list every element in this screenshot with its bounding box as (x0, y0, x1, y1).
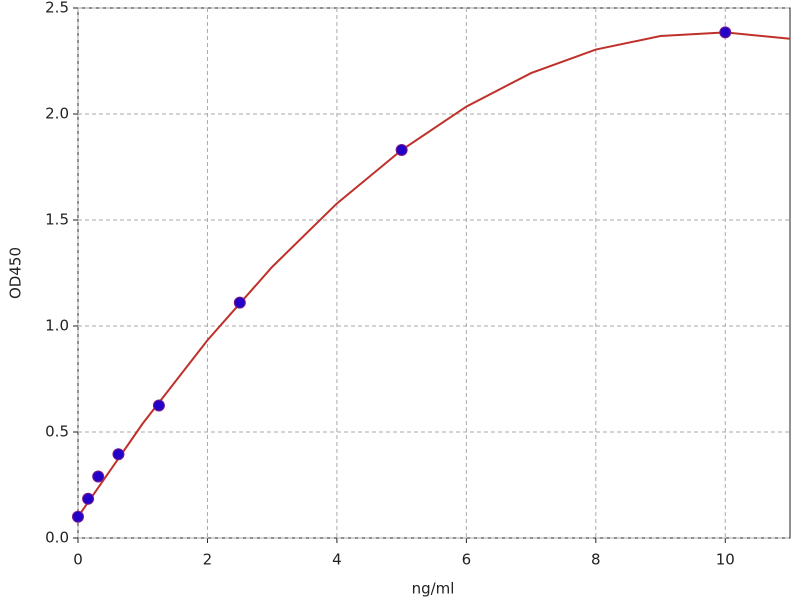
x-tick-label: 6 (462, 551, 472, 569)
y-tick-label: 2.5 (45, 0, 69, 17)
y-tick-label: 0.0 (45, 529, 69, 547)
data-point (395, 144, 408, 157)
x-axis-label: ng/ml (412, 580, 455, 598)
data-point (72, 510, 84, 523)
plot-frame (77, 7, 791, 539)
x-tick-label: 2 (203, 551, 213, 569)
y-tick-label: 1.5 (45, 211, 69, 229)
y-tick-label: 1.0 (45, 317, 69, 335)
x-tick-label: 0 (73, 551, 83, 569)
fit-curve (77, 31, 791, 518)
data-point (233, 296, 246, 309)
data-point (112, 448, 125, 461)
x-tick-label: 4 (332, 551, 342, 569)
y-tick-label: 2.0 (45, 105, 69, 123)
y-axis-label: OD450 (7, 247, 25, 299)
data-point (82, 492, 95, 505)
x-tick-label: 10 (716, 551, 735, 569)
x-tick-label: 8 (591, 551, 601, 569)
data-point (719, 26, 732, 39)
data-point (152, 399, 165, 412)
y-tick-label: 0.5 (45, 423, 69, 441)
data-point (92, 470, 105, 483)
